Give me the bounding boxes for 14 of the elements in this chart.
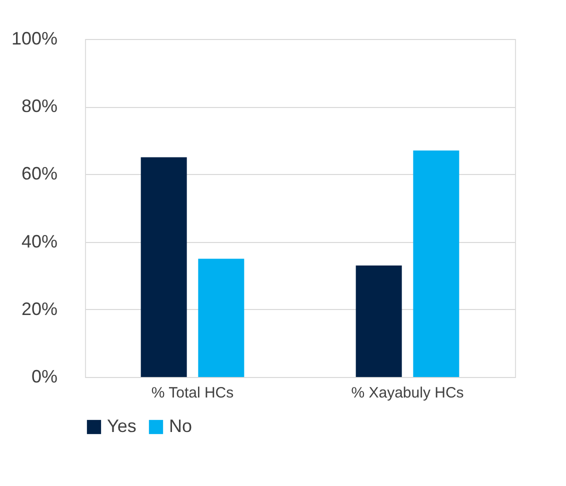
y-tick-label: 40% xyxy=(21,231,58,252)
legend-label: No xyxy=(169,416,192,436)
bar xyxy=(198,258,244,377)
bar xyxy=(413,150,460,377)
y-tick-label: 60% xyxy=(21,164,58,184)
x-tick-label: % Total HCs xyxy=(151,384,234,402)
x-tick-label: % Xayabuly HCs xyxy=(351,384,464,402)
y-tick-label: 80% xyxy=(21,96,58,116)
bar xyxy=(356,265,402,377)
legend-label: Yes xyxy=(107,416,136,436)
bar xyxy=(140,157,187,377)
y-tick-label: 0% xyxy=(31,366,58,386)
y-tick-label: 100% xyxy=(11,28,58,48)
y-tick-label: 20% xyxy=(21,298,58,319)
